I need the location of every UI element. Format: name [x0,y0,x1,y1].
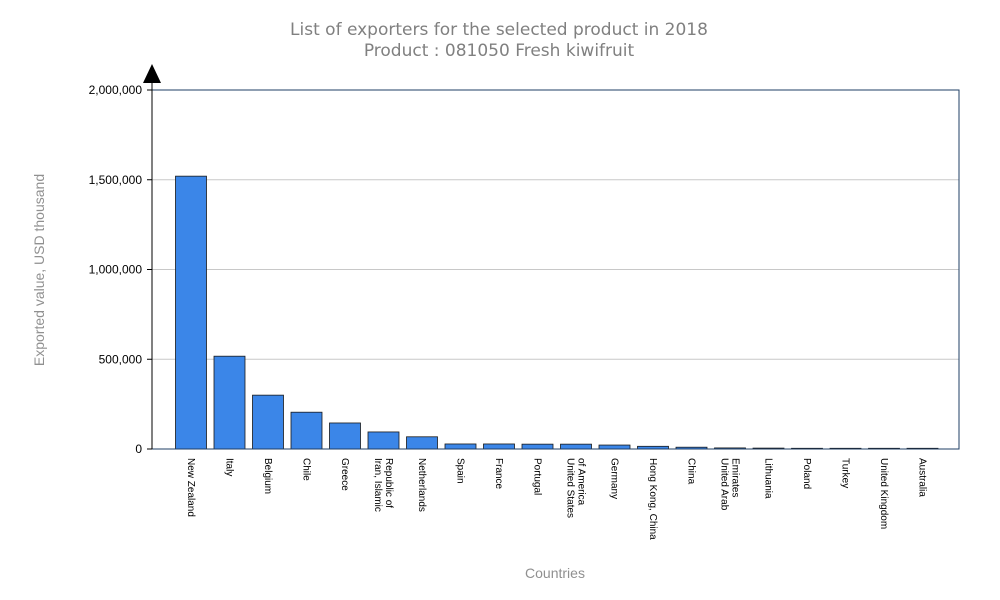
bar [598,444,631,450]
y-tick-label: 2,000,000 [89,83,143,97]
x-tick-label: Lithuania [763,458,774,499]
chart-subtitle: Product : 081050 Fresh kiwifruit [364,41,635,61]
x-tick-label: United ArabEmirates [719,458,741,511]
x-axis-title: Countries [525,565,585,581]
bar [367,431,400,450]
bars [175,175,939,450]
x-tick-label: United Kingdom [878,458,889,529]
chart-title: List of exporters for the selected produ… [290,20,708,40]
y-axis-ticks: 0 500,000 1,000,000 1,500,000 2,000,000 [89,83,152,456]
x-tick-label: Netherlands [416,458,427,512]
bar [329,422,361,450]
x-tick-label: New Zealand [185,458,196,517]
bar [560,443,592,450]
gridlines [152,179,959,360]
y-tick-label: 1,000,000 [89,263,143,277]
bar [406,436,438,450]
x-tick-label: Belgium [262,458,273,494]
bar [521,443,554,450]
bar [290,411,323,450]
bar [213,355,246,450]
y-axis-arrow-icon [143,64,161,83]
x-tick-label: Turkey [840,458,851,488]
x-tick-label: Iran, IslamicRepublic of [372,458,394,512]
bar [444,443,477,450]
bar [175,175,207,450]
x-tick-label: Australia [917,458,928,497]
x-tick-label: Germany [609,458,620,499]
x-axis-ticks: New Zealand Italy Belgium Chile Greece Iran, … [185,458,928,540]
x-tick-label: Chile [301,458,312,481]
x-tick-label: Spain [455,458,466,484]
y-tick-label: 0 [135,442,142,456]
y-tick-label: 1,500,000 [89,173,143,187]
x-tick-label: Poland [801,458,812,489]
x-tick-label: Greece [339,458,350,491]
x-tick-label: United Statesof America [565,458,587,518]
bar [483,443,515,450]
y-axis-title: Exported value, USD thousand [31,174,47,366]
x-tick-label: Italy [224,458,235,476]
x-tick-label: Hong Kong, China [647,458,658,540]
x-tick-label: Portugal [532,458,543,495]
bar [252,394,284,450]
x-tick-label: China [686,458,697,485]
x-tick-label: France [493,458,504,490]
y-tick-label: 500,000 [99,352,143,366]
